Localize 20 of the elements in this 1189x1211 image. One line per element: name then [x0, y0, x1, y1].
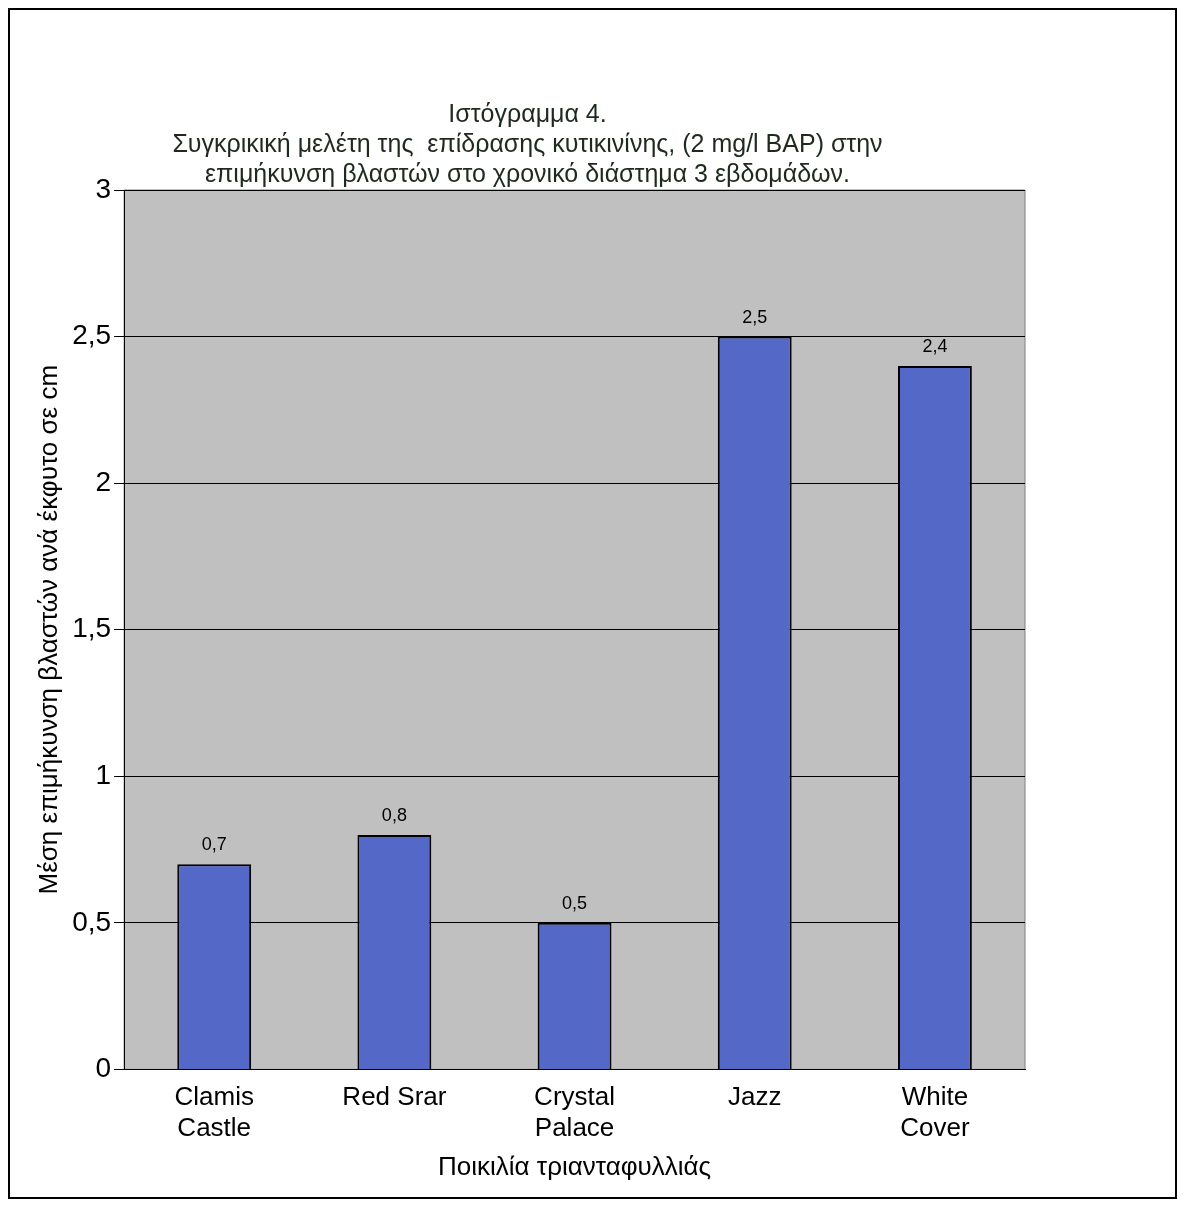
y-tick-label: 1 [95, 758, 112, 790]
x-axis-title: Ποικιλία τριανταφυλλιάς [438, 1150, 712, 1181]
x-tick-label: Red Srar [342, 1081, 447, 1112]
chart-title: Ιστόγραμμα 4. Συγκρικική μελέτη της επίδρασης κυτικινίνης, (2 mg/l BAP) στην επιμήκυνση βλαστών στο χρονικό διάστημα 3 εβδομάδων. [172, 98, 883, 187]
data-label: 2,4 [922, 335, 948, 356]
x-tick-label: White Cover [900, 1081, 970, 1143]
x-tick-label: Jazz [728, 1081, 782, 1112]
y-tick-label: 0 [95, 1052, 112, 1084]
y-tick-label: 0,5 [72, 905, 112, 937]
y-tick-label: 1,5 [72, 612, 112, 644]
y-tick-label: 2 [95, 465, 112, 497]
x-tick-label: Clamis Castle [174, 1081, 254, 1143]
data-label: 2,5 [742, 306, 768, 327]
y-tick-label: 2,5 [72, 319, 112, 351]
y-axis-title: Μέση επιμήκυνση βλαστών ανά έκφυτο σε cm [32, 364, 63, 895]
y-tick-label: 3 [95, 172, 112, 204]
data-label: 0,8 [381, 804, 407, 825]
data-label: 0,5 [562, 892, 588, 913]
x-tick-label: Crystal Palace [534, 1081, 616, 1143]
data-label: 0,7 [201, 834, 227, 855]
